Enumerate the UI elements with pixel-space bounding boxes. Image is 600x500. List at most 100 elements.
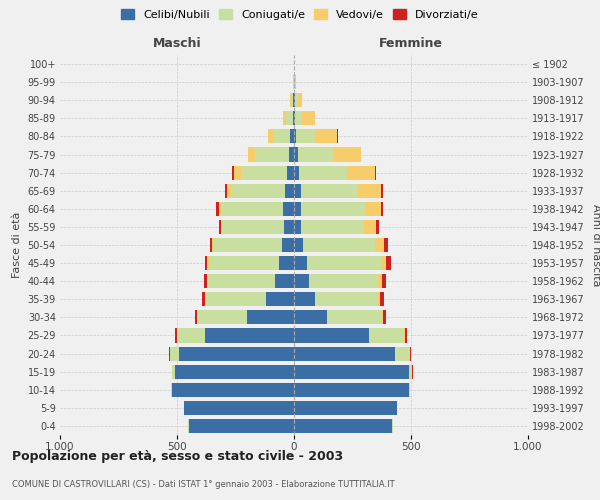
Bar	[386, 256, 391, 270]
Bar	[248, 148, 256, 162]
Bar	[283, 238, 294, 252]
Y-axis label: Fasce di età: Fasce di età	[12, 212, 22, 278]
Bar	[294, 310, 327, 324]
Bar	[294, 148, 298, 162]
Bar	[179, 346, 294, 360]
Bar	[382, 274, 386, 288]
Bar	[364, 220, 376, 234]
Bar	[294, 256, 307, 270]
Bar	[294, 382, 409, 397]
Bar	[208, 274, 275, 288]
Bar	[283, 202, 294, 216]
Bar	[295, 93, 298, 108]
Bar	[380, 184, 383, 198]
Bar	[286, 112, 293, 126]
Bar	[284, 220, 294, 234]
Bar	[275, 274, 294, 288]
Bar	[409, 364, 412, 378]
Bar	[291, 93, 293, 108]
Bar	[294, 419, 392, 433]
Bar	[177, 328, 205, 342]
Bar	[197, 310, 247, 324]
Bar	[195, 310, 197, 324]
Bar	[298, 93, 302, 108]
Bar	[365, 202, 380, 216]
Bar	[294, 130, 296, 143]
Bar	[301, 202, 365, 216]
Y-axis label: Anni di nascita: Anni di nascita	[590, 204, 600, 286]
Bar	[247, 310, 294, 324]
Bar	[172, 364, 175, 378]
Bar	[382, 310, 383, 324]
Bar	[217, 202, 219, 216]
Bar	[334, 148, 361, 162]
Bar	[404, 328, 407, 342]
Bar	[295, 75, 296, 89]
Bar	[304, 238, 375, 252]
Bar	[218, 220, 221, 234]
Bar	[375, 166, 376, 179]
Bar	[380, 256, 386, 270]
Bar	[202, 292, 205, 306]
Bar	[294, 93, 295, 108]
Bar	[287, 166, 294, 179]
Bar	[294, 364, 409, 378]
Bar	[294, 346, 395, 360]
Bar	[295, 112, 302, 126]
Bar	[227, 184, 231, 198]
Bar	[241, 166, 287, 179]
Bar	[347, 166, 375, 179]
Bar	[232, 166, 235, 179]
Bar	[315, 130, 337, 143]
Bar	[294, 328, 369, 342]
Bar	[299, 166, 347, 179]
Bar	[284, 184, 294, 198]
Bar	[409, 382, 410, 397]
Bar	[188, 419, 294, 433]
Bar	[289, 148, 294, 162]
Bar	[294, 274, 309, 288]
Bar	[207, 274, 208, 288]
Bar	[172, 382, 294, 397]
Text: Femmine: Femmine	[379, 36, 443, 50]
Bar	[256, 148, 289, 162]
Bar	[221, 202, 283, 216]
Bar	[410, 346, 411, 360]
Bar	[171, 382, 172, 397]
Legend: Celibi/Nubili, Coniugati/e, Vedovi/e, Divorziati/e: Celibi/Nubili, Coniugati/e, Vedovi/e, Di…	[118, 6, 482, 23]
Bar	[213, 238, 283, 252]
Bar	[224, 184, 227, 198]
Bar	[294, 220, 301, 234]
Bar	[266, 292, 294, 306]
Bar	[205, 292, 266, 306]
Bar	[395, 346, 410, 360]
Bar	[301, 184, 358, 198]
Bar	[378, 292, 380, 306]
Bar	[383, 310, 386, 324]
Bar	[222, 220, 284, 234]
Bar	[204, 274, 207, 288]
Bar	[293, 93, 294, 108]
Text: Maschi: Maschi	[152, 36, 202, 50]
Bar	[301, 220, 364, 234]
Bar	[205, 328, 294, 342]
Bar	[290, 93, 291, 108]
Text: COMUNE DI CASTROVILLARI (CS) - Dati ISTAT 1° gennaio 2003 - Elaborazione TUTTITA: COMUNE DI CASTROVILLARI (CS) - Dati ISTA…	[12, 480, 395, 489]
Text: Popolazione per età, sesso e stato civile - 2003: Popolazione per età, sesso e stato civil…	[12, 450, 343, 463]
Bar	[375, 238, 384, 252]
Bar	[369, 328, 404, 342]
Bar	[279, 256, 294, 270]
Bar	[384, 238, 388, 252]
Bar	[205, 256, 208, 270]
Bar	[273, 130, 290, 143]
Bar	[294, 202, 301, 216]
Bar	[294, 292, 315, 306]
Bar	[298, 148, 334, 162]
Bar	[175, 364, 294, 378]
Bar	[309, 274, 378, 288]
Bar	[315, 292, 378, 306]
Bar	[380, 202, 383, 216]
Bar	[358, 184, 380, 198]
Bar	[235, 166, 241, 179]
Bar	[294, 184, 301, 198]
